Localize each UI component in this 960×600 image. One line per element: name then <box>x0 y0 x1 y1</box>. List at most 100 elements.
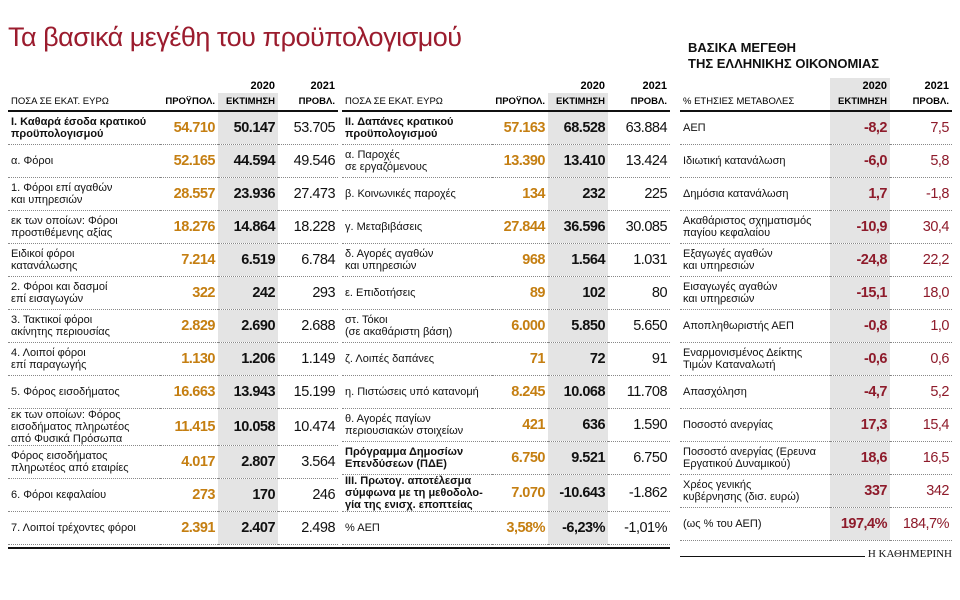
year-header: 2021 <box>924 79 949 92</box>
cell-value: -4,7 <box>830 375 890 409</box>
year-row: 2020 2021 <box>680 78 952 93</box>
title: Τα βασικά μεγέθη του προϋπολογισμού <box>8 22 462 52</box>
row: δ. Αγορές αγαθών και υπηρεσιών 968 1.564 1.… <box>342 243 671 277</box>
column-header: ΠΟΣΑ ΣΕ ΕΚΑΤ. ΕΥΡΩ <box>342 93 492 112</box>
row-label: Εξαγωγές αγαθών και υπηρεσιών <box>680 243 830 277</box>
cell-value: -6,23% <box>548 511 609 545</box>
cell-value: 2.498 <box>278 511 339 545</box>
cell-value: 5.850 <box>548 309 609 343</box>
cell-value: 13.410 <box>548 144 609 178</box>
blank <box>342 78 492 93</box>
cell-value: 1.031 <box>608 243 671 277</box>
cell-value: 5.650 <box>608 309 671 343</box>
row-label: % ΑΕΠ <box>342 511 492 545</box>
cell-value: 18,6 <box>830 441 890 475</box>
year-row: 2020 2021 <box>342 78 670 93</box>
row-label: I. Καθαρά έσοδα κρατικού προϋπολογισμού <box>8 111 160 145</box>
cell-value: 2.391 <box>160 511 218 545</box>
cell-value: 50.147 <box>218 111 279 145</box>
cell-value: 22,2 <box>890 243 952 277</box>
row-label: (ως % του ΑΕΠ) <box>680 507 830 541</box>
cell-value: 49.546 <box>278 144 339 178</box>
cell-value: 27.844 <box>492 210 548 244</box>
cell-value: 52.165 <box>160 144 218 178</box>
cell-value: 242 <box>218 276 279 310</box>
cell-value: 36.596 <box>548 210 609 244</box>
cell-value: 23.936 <box>218 177 279 211</box>
cell-value: 170 <box>218 478 279 512</box>
row-label: Δημόσια κατανάλωση <box>680 177 830 211</box>
cell-value: 54.710 <box>160 111 218 145</box>
cell-value: 6.750 <box>608 441 671 475</box>
row-label: 2. Φόροι και δασμοί επί εισαγωγών <box>8 276 160 310</box>
column-row: ΠΟΣΑ ΣΕ ΕΚΑΤ. ΕΥΡΩ ΠΡΟΫΠΟΛ. ΕΚΤΙΜΗΣΗ ΠΡΟΒΛ. <box>342 93 671 112</box>
row-label: 1. Φόροι επί αγαθών και υπηρεσιών <box>8 177 160 211</box>
row-label: Αποπληθωριστής ΑΕΠ <box>680 309 830 343</box>
cell-value: 9.521 <box>548 441 609 475</box>
cell-value: 2.688 <box>278 309 339 343</box>
row-label: ΑΕΠ <box>680 111 830 145</box>
cell-value: 11.708 <box>608 375 671 409</box>
row: εκ των οποίων: Φόροι προστιθέμενης αξίας… <box>8 210 339 244</box>
row: ζ. Λοιπές δαπάνες 71 72 91 <box>342 342 671 376</box>
column-row: % ΕΤΗΣΙΕΣ ΜΕΤΑΒΟΛΕΣ ΕΚΤΙΜΗΣΗ ΠΡΟΒΛ. <box>680 93 952 112</box>
row-label: α. Φόροι <box>8 144 160 178</box>
row: α. Παροχές σε εργαζόμενους 13.390 13.410 13… <box>342 144 671 178</box>
cell-value: 11.415 <box>160 408 218 446</box>
blank <box>680 78 830 93</box>
cell-value: -1,8 <box>890 177 952 211</box>
cell-value: -0,8 <box>830 309 890 343</box>
cell-value: 7,5 <box>890 111 952 145</box>
row: εκ των οποίων: Φόρος εισοδήματος πληρωτέ… <box>8 408 339 446</box>
column-row: ΠΟΣΑ ΣΕ ΕΚΑΤ. ΕΥΡΩ ΠΡΟΫΠΟΛ. ΕΚΤΙΜΗΣΗ ΠΡΟΒΛ. <box>8 93 339 112</box>
row: 6. Φόροι κεφαλαίου 273 170 246 <box>8 478 339 512</box>
cell-value: -10.643 <box>548 474 609 512</box>
cell-value: 4.017 <box>160 445 218 479</box>
cell-value: 17,3 <box>830 408 890 442</box>
row: Ποσοστό ανεργίας (Ερευνα Εργατικού Δυναμ… <box>680 441 952 475</box>
cell-value: 2.690 <box>218 309 279 343</box>
cell-value: 322 <box>160 276 218 310</box>
cell-value: 63.884 <box>608 111 671 145</box>
cell-value: 7.214 <box>160 243 218 277</box>
row: Φόρος εισοδήματος πληρωτέος από εταιρίες… <box>8 445 339 479</box>
cell-value: 80 <box>608 276 671 310</box>
cell-value: 337 <box>830 474 890 508</box>
cell-value: 14.864 <box>218 210 279 244</box>
cell-value: 28.557 <box>160 177 218 211</box>
row: % ΑΕΠ 3,58% -6,23% -1,01% <box>342 511 671 545</box>
cell-value: 71 <box>492 342 548 376</box>
column-header: ΠΡΟΒΛ. <box>890 93 952 112</box>
row: 7. Λοιποί τρέχοντες φόροι 2.391 2.407 2.498 <box>8 511 339 545</box>
cell-value: 68.528 <box>548 111 609 145</box>
row: ΑΕΠ -8,2 7,5 <box>680 111 952 145</box>
cell-value: 16,5 <box>890 441 952 475</box>
table: 2020 2021 ΠΟΣΑ ΣΕ ΕΚΑΤ. ΕΥΡΩ ΠΡΟΫΠΟΛ. ΕΚΤΙΜΗ… <box>342 78 671 545</box>
cell-value: 197,4% <box>830 507 890 541</box>
row: Εισαγωγές αγαθών και υπηρεσιών -15,1 18,0 <box>680 276 952 310</box>
cell-value: -0,6 <box>830 342 890 376</box>
cell-value: 44.594 <box>218 144 279 178</box>
cell-value: 6.519 <box>218 243 279 277</box>
cell-value: 7.070 <box>492 474 548 512</box>
row-label: στ. Τόκοι (σε ακαθάριστη βάση) <box>342 309 492 343</box>
cell-value: 2.807 <box>218 445 279 479</box>
cell-value: 30.085 <box>608 210 671 244</box>
row-label: 6. Φόροι κεφαλαίου <box>8 478 160 512</box>
cell-value: 636 <box>548 408 609 442</box>
cell-value: 184,7% <box>890 507 952 541</box>
cell-value: 18,0 <box>890 276 952 310</box>
year-header: 2020 <box>830 78 890 93</box>
row-label: Ποσοστό ανεργίας (Ερευνα Εργατικού Δυναμ… <box>680 441 830 475</box>
cell-value: 30,4 <box>890 210 952 244</box>
cell-value: -15,1 <box>830 276 890 310</box>
year-header: 2020 <box>580 79 606 92</box>
row-label: Ακαθάριστος σχηματισμός παγίου κεφαλαίου <box>680 210 830 244</box>
column-header: ΠΡΟΒΛ. <box>608 93 671 112</box>
row-label: Χρέος γενικής κυβέρνησης (δισ. ευρώ) <box>680 474 830 508</box>
row-label: Ειδικοί φόροι κατανάλωσης <box>8 243 160 277</box>
cell-value: 2.829 <box>160 309 218 343</box>
row-label: γ. Μεταβιβάσεις <box>342 210 492 244</box>
year-header: 2021 <box>310 79 336 92</box>
